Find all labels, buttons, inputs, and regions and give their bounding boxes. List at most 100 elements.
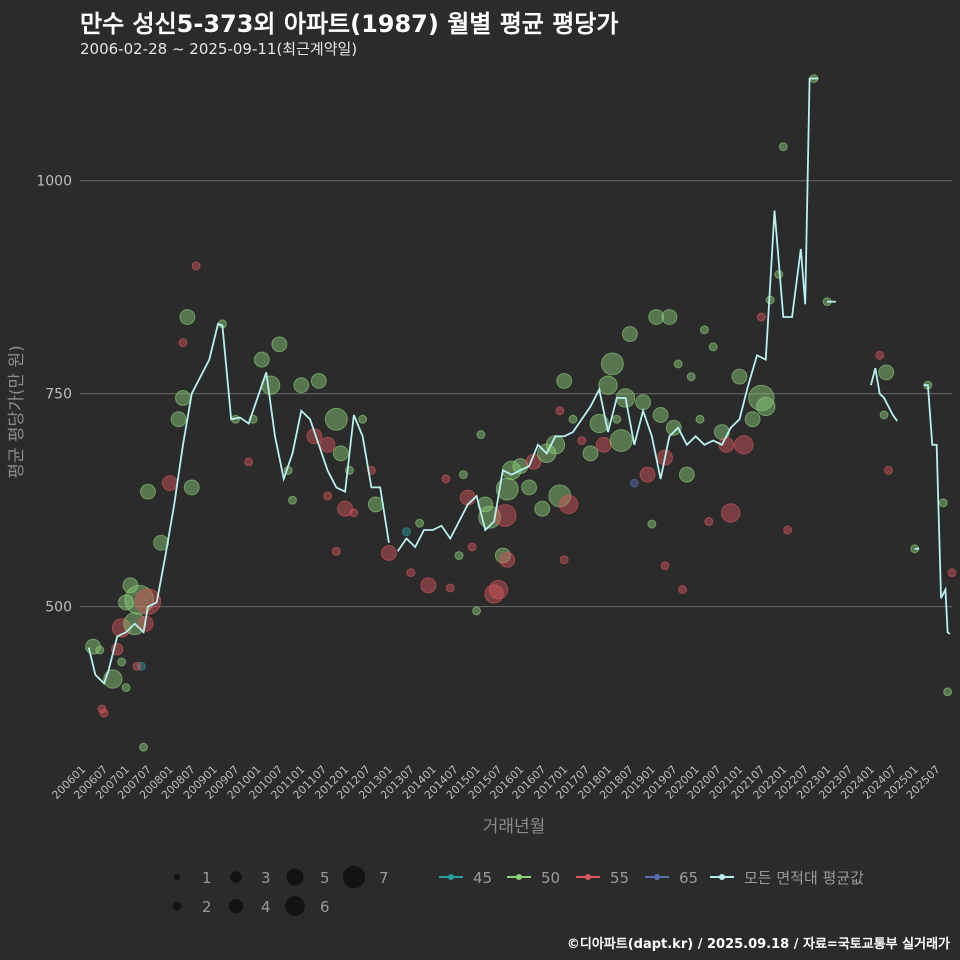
data-point: [609, 429, 633, 453]
color-legend-dot: [448, 874, 454, 880]
data-point: [319, 436, 336, 453]
data-point: [756, 396, 776, 417]
data-point: [323, 491, 333, 501]
data-point: [103, 669, 123, 689]
data-point: [454, 551, 464, 561]
color-legend-dot: [654, 874, 660, 880]
data-point: [686, 372, 696, 382]
size-legend-label: 7: [379, 869, 389, 887]
data-point: [337, 500, 354, 517]
y-tick-label: 750: [45, 387, 72, 403]
data-point: [458, 470, 468, 480]
data-point: [117, 657, 127, 667]
data-point: [545, 435, 566, 455]
data-point: [721, 503, 741, 523]
size-legend-dot: [342, 865, 366, 889]
data-point: [271, 336, 288, 353]
color-legend-label: 45: [473, 869, 492, 887]
data-point: [534, 500, 551, 517]
x-axis-ticks: 2006012006072007012007072008012008072009…: [49, 763, 942, 802]
data-point: [445, 583, 455, 593]
data-point: [756, 312, 766, 322]
data-point: [175, 390, 191, 406]
y-tick-label: 1000: [36, 174, 72, 190]
data-point: [161, 475, 178, 492]
data-point: [310, 372, 327, 389]
data-point: [293, 377, 310, 394]
scatter-points: [85, 74, 957, 752]
data-point: [878, 364, 895, 381]
data-point: [472, 606, 482, 616]
data-point: [332, 445, 349, 462]
data-point: [420, 577, 437, 594]
data-point: [652, 407, 669, 423]
data-point: [97, 704, 107, 714]
data-point: [402, 527, 411, 537]
data-point: [639, 466, 656, 483]
data-point: [253, 351, 270, 368]
color-legend-dot: [719, 874, 725, 880]
data-point: [488, 579, 509, 600]
data-point: [555, 406, 565, 416]
size-legend-label: 6: [320, 898, 330, 916]
data-point: [708, 342, 718, 352]
data-point: [406, 568, 416, 578]
data-point: [244, 457, 254, 467]
data-point: [695, 414, 705, 424]
data-point: [441, 474, 451, 484]
chart-title: 만수 성신5-373외 아파트(1987) 월별 평균 평당가: [80, 10, 619, 38]
gridlines: [80, 180, 952, 608]
y-tick-label: 500: [45, 600, 72, 616]
color-legend: 45 50 55 65 모든 면적대 평균값: [439, 869, 864, 887]
data-point: [582, 445, 599, 462]
data-point: [521, 479, 538, 496]
data-point: [191, 261, 201, 271]
data-point: [673, 359, 683, 369]
data-point: [648, 309, 665, 325]
data-point: [947, 568, 957, 578]
size-legend-label: 2: [202, 898, 212, 916]
data-point: [629, 478, 639, 488]
size-legend-label: 4: [261, 898, 271, 916]
color-legend-dot: [585, 874, 591, 880]
data-point: [358, 414, 368, 424]
data-point: [459, 489, 476, 506]
data-point: [467, 542, 477, 552]
data-point: [558, 494, 579, 515]
data-point: [704, 517, 714, 526]
data-point: [493, 504, 517, 527]
y-axis-ticks: 500 750 1000: [36, 174, 72, 616]
data-point: [476, 430, 486, 440]
average-line-segment: [87, 322, 390, 685]
data-point: [678, 466, 695, 483]
data-point: [598, 375, 618, 395]
data-point: [589, 413, 609, 434]
data-point: [660, 561, 670, 571]
data-point: [139, 483, 156, 500]
data-point: [635, 394, 652, 411]
data-point: [124, 584, 155, 615]
size-legend-label: 5: [320, 869, 330, 887]
average-line-segment: [870, 367, 898, 422]
data-point: [595, 436, 612, 453]
data-point: [943, 687, 953, 697]
data-point: [183, 479, 200, 496]
data-point: [612, 414, 622, 424]
data-point: [556, 372, 573, 389]
size-legend-label: 3: [261, 869, 271, 887]
data-point: [678, 585, 687, 595]
x-axis-label: 거래년월: [483, 817, 546, 837]
average-line-segment: [923, 384, 951, 635]
size-legend-dot: [173, 873, 181, 881]
data-point: [95, 645, 105, 655]
data-point: [349, 508, 359, 518]
data-point: [661, 309, 678, 325]
data-point: [415, 518, 425, 528]
data-point: [331, 546, 341, 556]
data-point: [499, 551, 516, 568]
data-point: [288, 495, 297, 505]
y-axis-label: 평균 평당가(만 원): [7, 345, 27, 479]
data-point: [495, 477, 519, 501]
color-legend-dot: [516, 874, 522, 880]
data-point: [621, 326, 638, 343]
